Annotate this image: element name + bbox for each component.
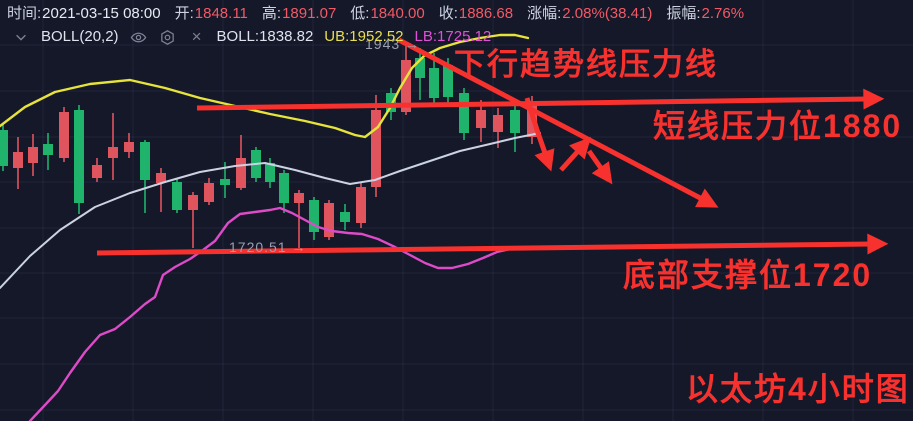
candle-body [13,152,23,168]
bollinger-middle [0,132,541,289]
candle-body [493,115,503,132]
candle-body [324,203,334,237]
bar-time: 时间:2021-03-15 08:00 [7,5,161,22]
candle-body [59,112,69,158]
support-arrow-line [96,233,889,256]
candle-body [43,144,53,155]
candle-body [356,187,366,223]
low-price-marker: 1720.51 → [229,239,307,255]
candle-body [92,165,102,178]
bar-low: 低:1840.00 [350,5,425,22]
resistance-arrow-line [196,88,885,111]
boll-value: BOLL:1838.82 [216,28,314,45]
bar-amplitude: 振幅:2.76% [666,5,745,22]
candle-body [188,195,198,210]
candle-body [371,110,381,187]
candle-body [309,200,319,232]
candle-body [172,182,182,210]
annotation-support-label: 底部支撑位1720 [623,257,873,293]
candle-body [74,110,84,203]
annotation-resistance-label: 短线压力位1880 [653,108,903,144]
candle-body [510,110,520,133]
candle-body [279,173,289,203]
annotation-downtrend-label: 下行趋势线压力线 [454,47,718,82]
bar-close: 收:1886.68 [438,5,514,22]
settings-gear-icon[interactable] [159,28,177,46]
hand-drawings [96,37,889,256]
candle-body [443,65,453,97]
retest-arrow-up [559,136,591,172]
candle-body [140,142,150,180]
bollinger-lower [28,206,524,421]
close-icon[interactable]: × [191,27,202,46]
candle-body [265,163,275,182]
ub-value: UB:1952.52 [324,28,404,45]
candle-body [124,142,134,152]
high-price-marker: 1943 → [365,36,421,52]
candle-body [0,130,8,166]
candle-body [108,147,118,158]
candle-body [340,212,350,222]
candle-body [204,183,214,202]
candle-body [236,158,246,188]
candle-body [401,60,411,112]
rejection-arrow-1 [524,97,555,172]
annotation-chart-title: 以太坊4小时图 [686,371,910,407]
candle-body [415,58,425,78]
eye-icon[interactable] [130,28,148,46]
candle-body [386,93,396,112]
bar-high: 高:1891.07 [261,5,337,22]
chevron-down-icon[interactable] [12,28,30,46]
candle-body [28,147,38,163]
candle-body [429,68,439,98]
indicator-name[interactable]: BOLL(20,2) [41,28,119,45]
ohlc-bar: 时间:2021-03-15 08:00 开:1848.11 高:1891.07 … [7,5,744,23]
candle-body [220,179,230,185]
candle-body [156,173,166,183]
lb-value: LB:1725.12 [414,28,492,45]
rejection-arrow-2 [586,149,613,185]
candle-body [459,93,469,133]
bar-change: 涨幅:2.08%(38.41) [527,5,653,22]
candles [0,43,537,248]
candle-body [294,193,304,203]
indicator-bar: BOLL(20,2) × BOLL:1838.82 UB:1952.52 LB:… [12,28,491,46]
bollinger-upper [0,33,530,139]
downtrend-line [397,37,719,208]
candle-body [476,110,486,128]
bar-open: 开:1848.11 [174,5,248,22]
